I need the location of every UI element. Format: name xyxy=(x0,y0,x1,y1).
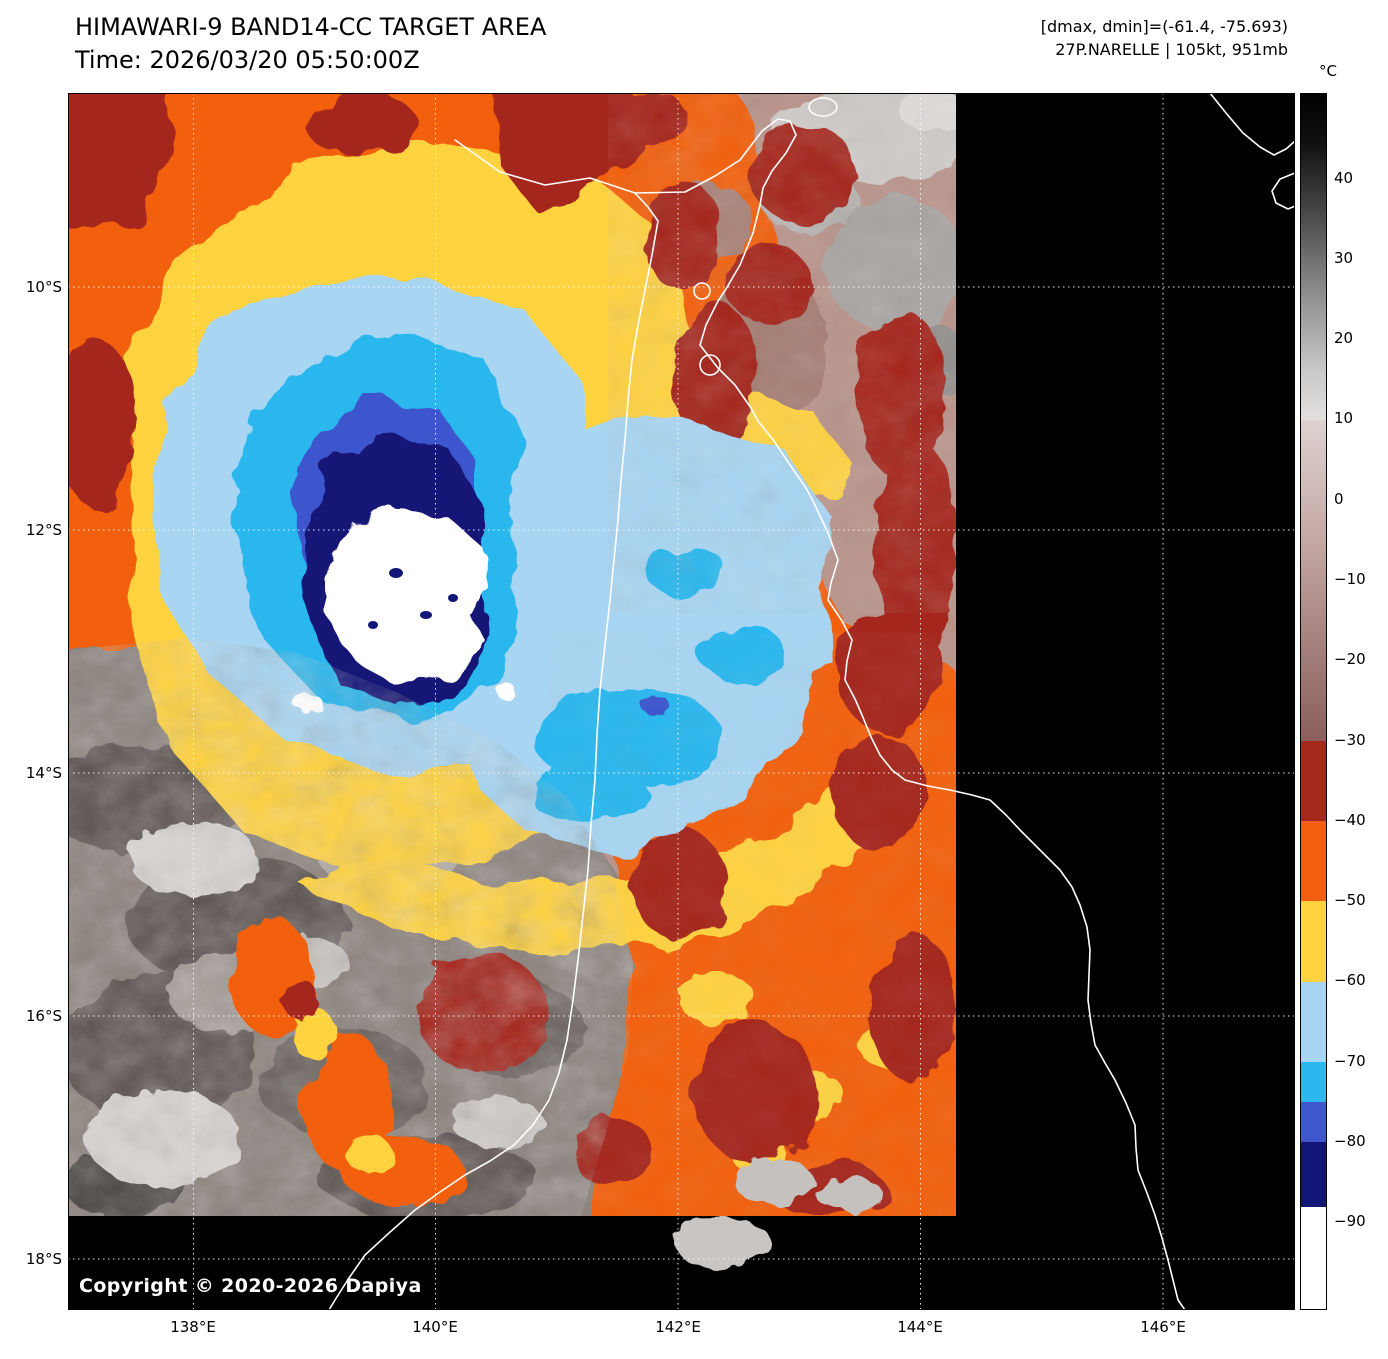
colorbar-tick-label: −90 xyxy=(1334,1212,1366,1230)
colorbar-tick-label: −20 xyxy=(1334,650,1366,668)
colorbar-tick-label: 30 xyxy=(1334,249,1354,267)
colorbar-tick-label: −30 xyxy=(1334,731,1366,749)
lon-tick-label: 146°E xyxy=(1140,1318,1186,1336)
lat-tick-label: 18°S xyxy=(25,1250,62,1268)
colorbar-segment-cyan xyxy=(1301,1062,1326,1102)
colorbar-segment-darkred xyxy=(1301,741,1326,821)
page-title: HIMAWARI-9 BAND14-CC TARGET AREA xyxy=(75,13,547,41)
colorbar-segment-orange xyxy=(1301,821,1326,901)
coastline xyxy=(328,92,1296,1311)
colorbar-unit-label: °C xyxy=(1319,62,1337,80)
swath-edge-clouds xyxy=(675,1217,771,1269)
colorbar-tick-label: −80 xyxy=(1334,1132,1366,1150)
colorbar xyxy=(1300,93,1327,1310)
colorbar-segment-navy xyxy=(1301,1142,1326,1207)
copyright-text: Copyright © 2020-2026 Dapiya xyxy=(79,1275,422,1297)
storm-info-annotation: 27P.NARELLE | 105kt, 951mb xyxy=(1055,40,1288,59)
low-cloud-hotspots xyxy=(233,918,884,1211)
colorbar-segment-yellow xyxy=(1301,901,1326,982)
lon-tick-label: 138°E xyxy=(170,1318,216,1336)
colorbar-tick-label: 40 xyxy=(1334,169,1354,187)
colorbar-tick-label: −70 xyxy=(1334,1052,1366,1070)
lon-tick-label: 142°E xyxy=(655,1318,701,1336)
colorbar-tick-label: 0 xyxy=(1334,490,1344,508)
colorbar-tick-label: −10 xyxy=(1334,570,1366,588)
colorbar-tick-label: −40 xyxy=(1334,811,1366,829)
lon-tick-label: 140°E xyxy=(412,1318,458,1336)
lat-tick-label: 14°S xyxy=(25,764,62,782)
map-plot: Copyright © 2020-2026 Dapiya xyxy=(68,92,1296,1311)
colorbar-segment-white xyxy=(1301,1207,1326,1309)
colorbar-tick-label: 10 xyxy=(1334,409,1354,427)
colorbar-segment-royalblue xyxy=(1301,1102,1326,1142)
colorbar-segment-lightblue xyxy=(1301,982,1326,1062)
lat-tick-label: 12°S xyxy=(25,521,62,539)
plot-frame xyxy=(68,93,1295,1310)
data-swath xyxy=(68,93,956,1216)
image-grain xyxy=(68,93,956,1216)
dmax-dmin-annotation: [dmax, dmin]=(-61.4, -75.693) xyxy=(1040,17,1288,36)
lat-tick-label: 16°S xyxy=(25,1007,62,1025)
satellite-image xyxy=(68,92,1296,1311)
annotation-block: [dmax, dmin]=(-61.4, -75.693) 27P.NARELL… xyxy=(1041,15,1288,61)
lon-tick-label: 144°E xyxy=(897,1318,943,1336)
colorbar-segment-grayscale xyxy=(1301,94,1326,420)
image-timestamp: Time: 2026/03/20 05:50:00Z xyxy=(75,46,420,74)
colorbar-tick-label: −50 xyxy=(1334,891,1366,909)
colorbar-tick-label: −60 xyxy=(1334,971,1366,989)
colorbar-segment-pink xyxy=(1301,420,1326,741)
lat-tick-label: 10°S xyxy=(25,278,62,296)
colorbar-tick-label: 20 xyxy=(1334,329,1354,347)
